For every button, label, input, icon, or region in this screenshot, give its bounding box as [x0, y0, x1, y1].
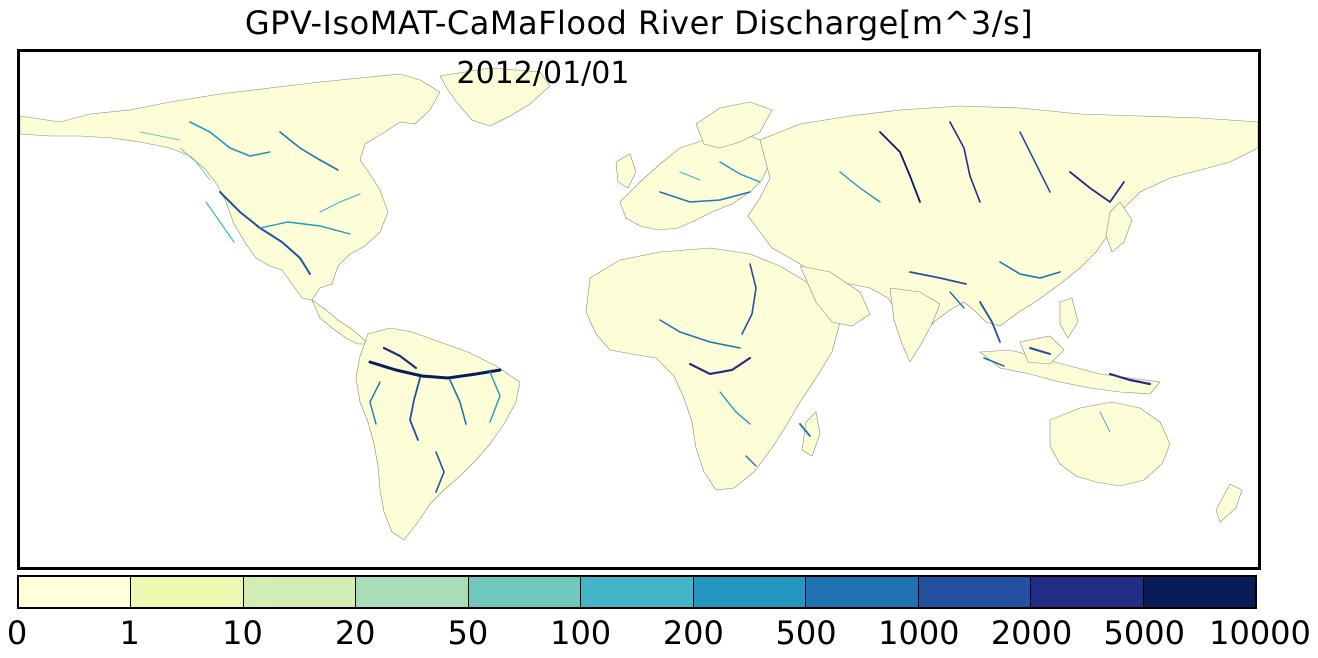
greenland-shape: [439, 67, 551, 127]
colorbar-swatch: [1031, 577, 1144, 607]
colorbar-tick-label: 20: [334, 614, 376, 652]
colorbar-swatch: [693, 577, 807, 607]
colorbar-tick-label: 50: [447, 614, 489, 652]
north-america-shape: [20, 73, 441, 301]
philippines-shape: [1059, 297, 1079, 339]
colorbar-tick-label: 1: [119, 614, 140, 652]
colorbar-tick-label: 10000: [1209, 614, 1311, 652]
arabia-shape: [799, 265, 871, 327]
colorbar-swatch: [131, 577, 244, 607]
map-title: GPV-IsoMAT-CaMaFlood River Discharge[m^3…: [244, 4, 1034, 42]
india-shape: [889, 287, 941, 363]
colorbar-tick-label: 500: [775, 614, 837, 652]
colorbar-swatch: [356, 577, 469, 607]
colorbar-swatch: [243, 577, 357, 607]
colorbar-tick-label: 5000: [1103, 614, 1185, 652]
colorbar: [17, 575, 1257, 609]
japan-shape: [1105, 201, 1133, 253]
river-network: [139, 121, 1152, 493]
south-america-shape: [355, 327, 521, 541]
colorbar-swatch: [806, 577, 919, 607]
new-zealand-shape: [1215, 483, 1243, 523]
colorbar-tick-label: 100: [550, 614, 612, 652]
colorbar-swatch: [1143, 577, 1255, 607]
africa-shape: [585, 247, 841, 491]
europe-shape: [619, 131, 771, 231]
indonesia-shape: [979, 349, 1161, 395]
colorbar-swatch: [581, 577, 694, 607]
world-map: [20, 67, 1258, 541]
colorbar-tick-label: 2000: [990, 614, 1073, 652]
colorbar-tick-label: 200: [662, 614, 724, 652]
colorbar-tick-label: 10: [222, 614, 263, 652]
colorbar-labels: 0 1 10 20 50 100 200 500 1000 2000 5000 10000: [0, 614, 1318, 658]
map-frame: [17, 49, 1261, 570]
colorbar-tick-label: 1000: [878, 614, 960, 652]
colorbar-swatch: [468, 577, 582, 607]
australia-shape: [1049, 401, 1171, 487]
colorbar-swatch: [19, 577, 132, 607]
land-masses: [20, 67, 1258, 541]
britain-shape: [615, 153, 637, 189]
borneo-shape: [1019, 335, 1065, 365]
scandinavia-shape: [695, 101, 773, 149]
madagascar-shape: [801, 411, 821, 457]
map-date: 2012/01/01: [456, 56, 630, 91]
colorbar-tick-label: 0: [6, 614, 28, 652]
central-america-shape: [311, 299, 369, 345]
colorbar-swatch: [918, 577, 1032, 607]
